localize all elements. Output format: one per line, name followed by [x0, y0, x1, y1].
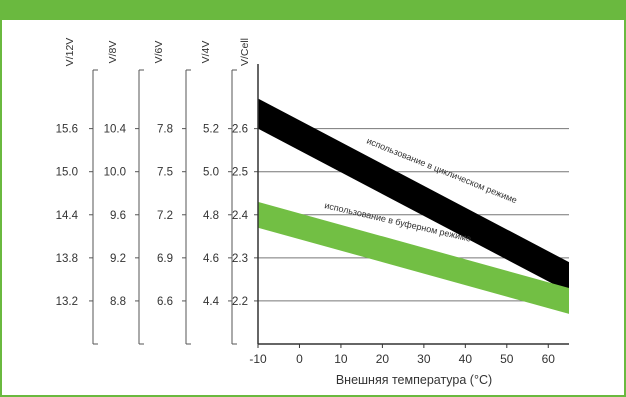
scale-tick-label: 6.6 [157, 296, 173, 308]
x-tick-label: 0 [296, 352, 303, 366]
x-axis-label: Внешняя температура (°C) [336, 373, 492, 387]
x-tick-label: 50 [500, 352, 514, 366]
scale-label: V/4V [200, 41, 212, 64]
scale-tick-label: 7.8 [157, 124, 173, 136]
scale-tick-label: 8.8 [110, 296, 126, 308]
scale-tick-label: 2.3 [232, 253, 248, 265]
scale-tick-label: 7.5 [157, 167, 173, 179]
scale-tick-label: 13.2 [56, 296, 78, 308]
scale-tick-label: 4.6 [203, 253, 219, 265]
voltage-scales: V/12V 15.6 15.0 14.4 13.8 13.2 V/8V 10.4 10.0 9.6… [56, 38, 259, 345]
header-bar [2, 2, 624, 20]
scale-tick-label: 6.9 [157, 253, 173, 265]
scale-tick-label: 4.8 [203, 210, 219, 222]
x-tick-label: 60 [542, 352, 556, 366]
scale-tick-label: 9.6 [110, 210, 126, 222]
scale-tick-label: 7.2 [157, 210, 173, 222]
x-tick-label: 20 [376, 352, 390, 366]
scale-tick-label: 5.0 [203, 167, 219, 179]
band-cyclic [258, 98, 569, 293]
scale-tick-label: 14.4 [56, 210, 79, 222]
scale-tick-label: 2.5 [232, 167, 248, 179]
scale-tick-label: 9.2 [110, 253, 126, 265]
scale-tick-label: 10.4 [104, 124, 127, 136]
scale-tick-label: 2.2 [232, 296, 248, 308]
scale-tick-label: 13.8 [56, 253, 78, 265]
scale-label: V/Cell [239, 38, 251, 66]
scale-label: V/12V [64, 38, 76, 67]
voltage-bands: использование в циклическом режимеисполь… [258, 98, 569, 314]
scale-tick-label: 15.0 [56, 167, 78, 179]
scale-tick-label: 4.4 [203, 296, 220, 308]
x-tick-label: 10 [334, 352, 348, 366]
scale-tick-label: 15.6 [56, 124, 78, 136]
scale-label: V/8V [107, 41, 119, 64]
scale-tick-label: 10.0 [104, 167, 126, 179]
scale-tick-label: 5.2 [203, 124, 219, 136]
band-buffer [258, 201, 569, 314]
x-tick-label: 40 [459, 352, 473, 366]
axes: -10 0 10 20 30 40 50 60 [249, 64, 569, 366]
x-tick-label: -10 [249, 352, 267, 366]
x-tick-label: 30 [417, 352, 431, 366]
scale-tick-label: 2.6 [232, 124, 248, 136]
scale-label: V/6V [153, 41, 165, 64]
scale-tick-label: 2.4 [232, 210, 249, 222]
